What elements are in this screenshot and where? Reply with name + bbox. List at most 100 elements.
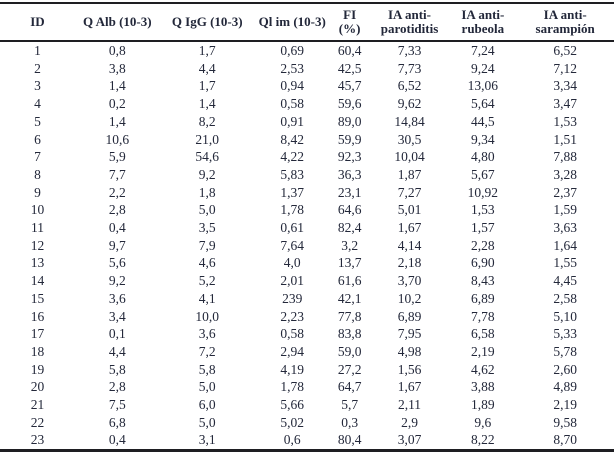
row-id-cell: 11 xyxy=(30,220,44,236)
row-id-cell: 9 xyxy=(34,184,41,200)
table-cell: 3,4 xyxy=(108,308,126,324)
column-header-4: FI (%) xyxy=(329,3,370,42)
table-cell: 89,0 xyxy=(337,113,362,129)
row-id-cell: 1 xyxy=(34,43,41,58)
table-cell: 13,06 xyxy=(467,78,499,94)
row-id-cell: 14 xyxy=(30,273,45,289)
row-id-cell: 19 xyxy=(30,361,45,377)
table-cell: 7,2 xyxy=(198,343,216,359)
table-cell: 9,58 xyxy=(553,414,577,430)
table-cell: 5,66 xyxy=(280,397,305,413)
table-cell: 2,28 xyxy=(471,237,495,253)
table-cell: 36,3 xyxy=(337,166,362,182)
table-cell: 7,33 xyxy=(397,43,422,58)
table-cell: 1,57 xyxy=(471,220,495,236)
column-header-0: ID xyxy=(0,3,75,42)
table-cell: 5,83 xyxy=(280,166,305,182)
table-cell: 2,60 xyxy=(553,361,577,377)
column-header-5: IA anti- parotiditis xyxy=(369,3,450,42)
table-row: 22 6,8 5,0 5,02 0,3 2,9 9,6 9,58 xyxy=(0,414,614,432)
table-cell: 2,01 xyxy=(280,273,305,289)
table-cell: 2,8 xyxy=(108,379,126,395)
table-cell: 239 xyxy=(282,290,303,306)
table-cell: 59,6 xyxy=(337,96,362,112)
table-cell: 8,70 xyxy=(553,432,577,448)
table-cell: 7,12 xyxy=(553,60,577,76)
table-cell: 1,78 xyxy=(280,202,305,218)
table-cell: 2,23 xyxy=(280,308,305,324)
row-id-cell: 7 xyxy=(34,149,41,165)
table-cell: 77,8 xyxy=(337,308,362,324)
table-cell: 9,62 xyxy=(397,96,422,112)
table-cell: 5,02 xyxy=(280,414,305,430)
table-cell: 5,9 xyxy=(108,149,126,165)
table-cell: 1,67 xyxy=(397,379,422,395)
table-cell: 10,2 xyxy=(397,290,422,306)
table-cell: 0,2 xyxy=(108,96,126,112)
row-id-cell: 2 xyxy=(34,60,41,76)
table-cell: 7,24 xyxy=(471,43,495,58)
table-cell: 0,4 xyxy=(108,220,126,236)
table-cell: 1,4 xyxy=(108,113,126,129)
table-cell: 42,1 xyxy=(337,290,362,306)
table-cell: 4,45 xyxy=(553,273,577,289)
row-id-cell: 4 xyxy=(34,96,41,112)
table-cell: 6,89 xyxy=(471,290,495,306)
table-cell: 3,88 xyxy=(471,379,495,395)
table-cell: 4,22 xyxy=(280,149,305,165)
table-cell: 2,53 xyxy=(280,60,305,76)
table-cell: 0,4 xyxy=(108,432,126,448)
table-cell: 1,4 xyxy=(198,96,216,112)
table-cell: 6,90 xyxy=(471,255,495,271)
table-header-row: ID Q Alb (10-3) Q IgG (10-3) Ql im (10-3) FI… xyxy=(0,3,614,42)
table-cell: 1,4 xyxy=(108,78,126,94)
table-cell: 2,9 xyxy=(401,414,418,430)
row-id-cell: 6 xyxy=(34,131,41,147)
table-cell: 1,67 xyxy=(397,220,422,236)
table-row: 2 3,8 4,4 2,53 42,5 7,73 9,24 7,12 xyxy=(0,60,614,78)
table-cell: 3,6 xyxy=(198,326,216,342)
table-cell: 83,8 xyxy=(337,326,362,342)
row-id-cell: 22 xyxy=(30,414,45,430)
table-cell: 5,8 xyxy=(108,361,126,377)
table-cell: 5,2 xyxy=(198,273,216,289)
table-cell: 3,8 xyxy=(108,60,126,76)
table-cell: 60,4 xyxy=(337,43,362,58)
table-cell: 21,0 xyxy=(195,131,220,147)
table-cell: 4,4 xyxy=(108,343,126,359)
table-body: 1 0,8 1,7 0,69 60,4 7,33 7,24 6,52 2 3,8 4,4 2,53 42… xyxy=(0,41,614,451)
table-row: 3 1,4 1,7 0,94 45,7 6,52 13,06 3,34 xyxy=(0,77,614,95)
table-cell: 1,7 xyxy=(198,43,216,58)
table-row: 5 1,4 8,2 0,91 89,0 14,84 44,5 1,53 xyxy=(0,113,614,131)
table-cell: 64,7 xyxy=(337,379,362,395)
table-cell: 2,37 xyxy=(553,184,577,200)
table-cell: 44,5 xyxy=(471,113,495,129)
table-cell: 3,70 xyxy=(397,273,422,289)
row-id-cell: 21 xyxy=(30,397,45,413)
table-row: 13 5,6 4,6 4,0 13,7 2,18 6,90 1,55 xyxy=(0,254,614,272)
table-cell: 2,94 xyxy=(280,343,305,359)
table-cell: 6,8 xyxy=(108,414,126,430)
table-cell: 45,7 xyxy=(337,78,362,94)
table-cell: 7,88 xyxy=(553,149,577,165)
table-cell: 80,4 xyxy=(337,432,362,448)
table-cell: 2,2 xyxy=(108,184,126,200)
table-cell: 6,89 xyxy=(397,308,422,324)
table-cell: 5,33 xyxy=(553,326,577,342)
table-cell: 7,73 xyxy=(397,60,422,76)
table-cell: 5,67 xyxy=(471,166,495,182)
table-cell: 1,51 xyxy=(553,131,577,147)
table-cell: 59,0 xyxy=(337,343,362,359)
table-cell: 13,7 xyxy=(337,255,362,271)
table-cell: 7,95 xyxy=(397,326,422,342)
table-cell: 4,4 xyxy=(198,60,216,76)
table-cell: 5,6 xyxy=(108,255,126,271)
table-cell: 0,58 xyxy=(280,96,305,112)
row-id-cell: 17 xyxy=(30,326,45,342)
column-header-2: Q IgG (10-3) xyxy=(159,3,255,42)
table-cell: 3,1 xyxy=(198,432,216,448)
table-cell: 9,2 xyxy=(198,166,216,182)
table-cell: 1,53 xyxy=(471,202,495,218)
table-cell: 4,0 xyxy=(283,255,301,271)
